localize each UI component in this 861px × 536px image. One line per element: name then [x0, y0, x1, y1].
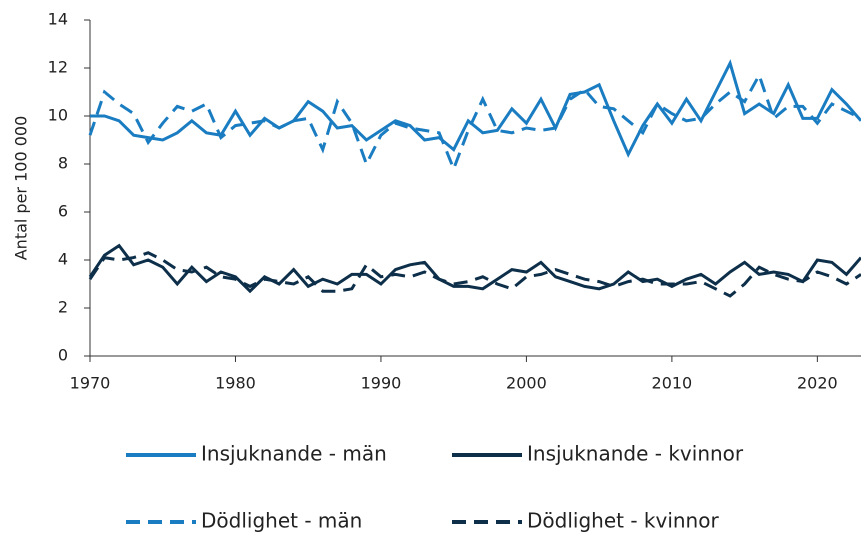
x-tick-label: 2000	[506, 374, 547, 393]
y-tick-label: 12	[48, 58, 68, 77]
legend-label: Insjuknande - kvinnor	[527, 442, 744, 466]
x-tick-label: 1970	[70, 374, 111, 393]
y-tick-label: 6	[58, 202, 68, 221]
y-tick-label: 4	[58, 250, 68, 269]
x-tick-label: 2020	[797, 374, 838, 393]
legend-label: Insjuknande - män	[201, 442, 387, 466]
y-tick-label: 14	[48, 10, 68, 29]
x-tick-label: 1980	[215, 374, 256, 393]
y-tick-label: 10	[48, 106, 68, 125]
line-series	[88, 71, 861, 173]
y-tick-label: 2	[58, 298, 68, 317]
line-series	[88, 251, 861, 298]
x-tick-label: 2010	[652, 374, 693, 393]
y-tick-label: 0	[58, 346, 68, 365]
x-tick-label: 1990	[361, 374, 402, 393]
legend-label: Dödlighet - män	[201, 509, 362, 533]
line-series	[90, 59, 861, 158]
y-axis-label: Antal per 100 000	[12, 116, 31, 261]
legend-label: Dödlighet - kvinnor	[527, 509, 719, 533]
line-series	[88, 243, 861, 294]
y-tick-label: 8	[58, 154, 68, 173]
